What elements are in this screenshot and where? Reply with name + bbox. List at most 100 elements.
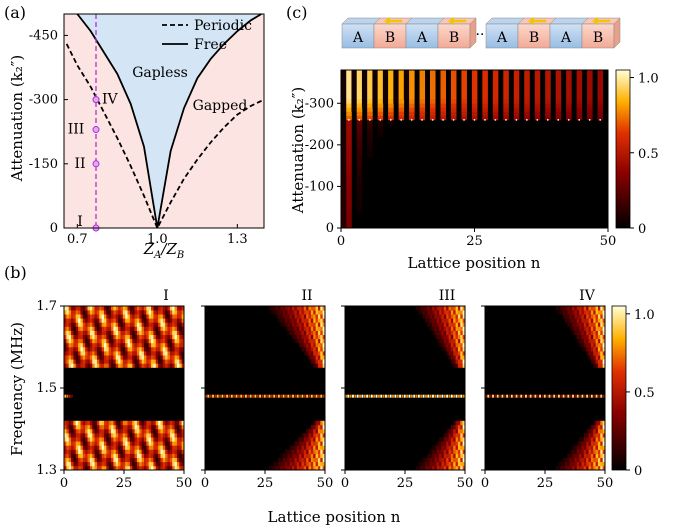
heatmap-cell xyxy=(111,437,114,442)
heatmap-cell xyxy=(583,453,587,458)
heatmap-cell xyxy=(308,351,312,356)
heatmap-cell xyxy=(576,111,583,117)
heatmap-cell xyxy=(118,314,121,319)
heatmap-cell xyxy=(68,437,72,442)
heatmap-cell xyxy=(377,90,384,96)
heatmap-cell xyxy=(448,429,452,434)
heatmap-cell xyxy=(89,449,93,454)
heatmap-cell xyxy=(120,465,124,471)
heatmap-cell xyxy=(462,461,466,467)
heatmap-cell xyxy=(453,326,456,331)
heatmap-cell xyxy=(560,306,563,311)
heatmap-cell xyxy=(127,441,131,446)
heatmap-cell xyxy=(356,182,363,187)
heatmap-cell xyxy=(66,465,70,471)
heatmap-cell xyxy=(315,429,319,434)
heatmap-cell xyxy=(68,429,72,434)
heatmap-cell xyxy=(141,318,145,323)
heatmap-cell xyxy=(432,465,435,471)
heatmap-cell xyxy=(167,334,171,340)
edge-state-cell xyxy=(513,394,516,398)
heatmap-cell xyxy=(64,363,67,368)
heatmap-cell xyxy=(471,94,478,100)
heatmap-cell xyxy=(160,338,164,344)
heatmap-cell xyxy=(78,461,81,467)
region-label-gapped: Gapped xyxy=(193,98,248,114)
heatmap-cell xyxy=(165,420,168,426)
heatmap-cell xyxy=(482,115,488,121)
edge-state-cell xyxy=(392,394,394,398)
edge-state-cell xyxy=(71,394,73,398)
heatmap-cell xyxy=(73,453,77,458)
heatmap-cell xyxy=(310,310,314,315)
heatmap-cell xyxy=(572,318,575,323)
heatmap-cell xyxy=(403,82,410,87)
heatmap-cell xyxy=(443,449,447,454)
heatmap-cell xyxy=(73,306,77,311)
heatmap-cell xyxy=(129,359,133,364)
heatmap-cell xyxy=(434,334,438,340)
heatmap-cell xyxy=(139,449,142,454)
heatmap-cell xyxy=(99,318,102,323)
heatmap-cell xyxy=(534,78,541,83)
heatmap-cell xyxy=(115,347,119,352)
heatmap-cell xyxy=(409,115,415,121)
heatmap-cell xyxy=(367,90,373,96)
heatmap-cell xyxy=(111,363,114,368)
heatmap-cell xyxy=(87,433,91,438)
heatmap-cell xyxy=(144,314,147,319)
heatmap-cell xyxy=(113,424,117,430)
heatmap-cell xyxy=(367,124,373,129)
heatmap-cell xyxy=(377,86,384,92)
heatmap-cell xyxy=(174,457,178,463)
heatmap-cell xyxy=(104,306,107,311)
heatmap-cell xyxy=(101,449,105,454)
heatmap-cell xyxy=(132,334,135,340)
heatmap-cell xyxy=(313,433,316,438)
arrow-head-icon xyxy=(384,17,390,25)
heatmap-cell xyxy=(457,330,461,335)
heatmap-cell xyxy=(450,99,457,104)
heatmap-cell xyxy=(75,355,79,360)
heatmap-cell xyxy=(457,465,461,471)
heatmap-cell xyxy=(176,314,180,319)
heatmap-cell xyxy=(461,86,467,92)
heatmap-cell xyxy=(144,453,147,458)
heatmap-cell xyxy=(174,310,178,315)
heatmap-cell xyxy=(482,107,488,112)
transition-dot xyxy=(578,118,581,121)
heatmap-cell xyxy=(588,322,592,327)
heatmap-cell xyxy=(377,119,384,125)
heatmap-cell xyxy=(89,338,93,344)
colorbar-label: 0.5 xyxy=(638,147,659,162)
heatmap-cell xyxy=(174,351,178,356)
heatmap-cell xyxy=(120,429,124,434)
heatmap-cell xyxy=(583,347,587,352)
heatmap-cell xyxy=(455,322,459,327)
heatmap-cell xyxy=(106,445,110,450)
heatmap-cell xyxy=(101,326,105,331)
heatmap-cell xyxy=(587,74,593,79)
heatmap-cell xyxy=(315,433,319,438)
heatmap-cell xyxy=(129,461,133,467)
heatmap-cell xyxy=(409,90,415,96)
heatmap-cell xyxy=(127,424,131,430)
heatmap-cell xyxy=(590,465,594,471)
heatmap-cell xyxy=(179,342,182,348)
heatmap-cell xyxy=(427,310,431,315)
heatmap-cell xyxy=(132,461,135,467)
heatmap-cell xyxy=(356,144,363,150)
heatmap-cell xyxy=(280,465,283,471)
heatmap-cell xyxy=(429,465,433,471)
heatmap-cell xyxy=(80,449,84,454)
heatmap-cell xyxy=(106,363,110,368)
heatmap-cell xyxy=(132,355,135,360)
heatmap-cell xyxy=(113,359,117,364)
heatmap-cell xyxy=(367,119,373,125)
heatmap-cell xyxy=(446,449,449,454)
heatmap-cell xyxy=(600,342,603,348)
heatmap-cell xyxy=(457,306,461,311)
heatmap-cell xyxy=(85,326,88,331)
heatmap-cell xyxy=(595,363,599,368)
heatmap-cell xyxy=(572,449,575,454)
